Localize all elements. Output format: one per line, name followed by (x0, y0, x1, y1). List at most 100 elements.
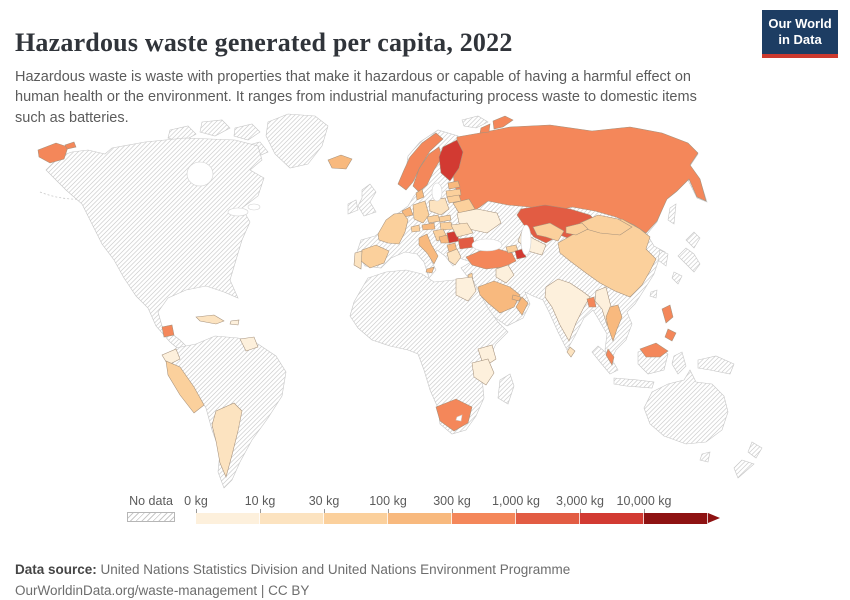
legend-tick-label: 1,000 kg (492, 494, 540, 508)
country-philippines[interactable] (664, 328, 677, 342)
country-uae[interactable] (511, 294, 522, 302)
region-madagascar[interactable] (497, 373, 515, 405)
country-belarus[interactable] (452, 198, 476, 214)
country-denmark[interactable] (415, 188, 425, 201)
no-data-swatch (127, 512, 175, 522)
country-malaysia[interactable] (605, 348, 615, 366)
legend-arrow (708, 513, 720, 523)
map-legend: No data 0 kg 10 kg 30 kg 100 kg 300 kg 1,000 … (127, 494, 747, 530)
region-tasmania[interactable] (699, 451, 711, 463)
country-saudi-arabia[interactable] (477, 280, 521, 314)
region-svalbard[interactable] (461, 115, 489, 129)
country-iraq[interactable] (495, 264, 515, 284)
country-romania[interactable] (450, 222, 474, 238)
legend-color-bin[interactable] (644, 513, 708, 524)
page-title: Hazardous waste generated per capita, 20… (15, 28, 513, 58)
region-japan[interactable] (671, 271, 683, 285)
legend-color-bin[interactable] (388, 513, 452, 524)
legend-color-bin[interactable] (196, 513, 260, 524)
country-italy[interactable] (418, 233, 439, 265)
data-source-label: Data source: (15, 561, 97, 577)
country-slovakia[interactable] (438, 214, 452, 223)
legend-color-bin[interactable] (516, 513, 580, 524)
country-south-africa[interactable] (435, 398, 473, 432)
region-ireland[interactable] (347, 199, 359, 215)
region-japan[interactable] (677, 247, 701, 273)
owid-logo[interactable]: Our World in Data (762, 10, 838, 58)
country-tanzania[interactable] (471, 358, 495, 386)
country-estonia[interactable] (447, 180, 461, 190)
country-germany[interactable] (412, 200, 430, 224)
country-guatemala[interactable] (161, 324, 175, 338)
region-arctic-island[interactable] (199, 119, 231, 137)
country-poland[interactable] (428, 197, 450, 216)
region-arctic-island[interactable] (233, 123, 261, 141)
country-india[interactable] (544, 278, 591, 342)
country-finland[interactable] (438, 139, 464, 182)
region-sulawesi[interactable] (671, 351, 687, 375)
country-russia-novaya-zemlya[interactable] (492, 115, 514, 130)
region-sakhalin[interactable] (667, 203, 677, 225)
region-new-guinea[interactable] (697, 355, 735, 375)
country-malaysia-borneo[interactable] (639, 342, 669, 358)
legend-tick (388, 509, 389, 513)
country-greece[interactable] (446, 248, 462, 266)
great-lakes (227, 207, 249, 217)
country-peru[interactable] (165, 360, 205, 414)
country-norway[interactable] (397, 132, 444, 191)
region-korea[interactable] (657, 249, 669, 267)
country-oman[interactable] (515, 296, 529, 316)
country-philippines[interactable] (661, 304, 674, 324)
data-source-text: United Nations Statistics Division and U… (96, 561, 571, 577)
country-switzerland[interactable] (410, 224, 421, 233)
country-france[interactable] (377, 212, 409, 245)
country-uzbekistan[interactable] (532, 222, 565, 242)
legend-tick-label: 100 kg (369, 494, 407, 508)
region-united-kingdom[interactable] (357, 183, 377, 217)
legend-color-bin[interactable] (260, 513, 324, 524)
country-cuba[interactable] (195, 314, 225, 325)
citation-line[interactable]: OurWorldinData.org/waste-management | CC… (15, 583, 309, 598)
country-sri-lanka[interactable] (566, 346, 576, 358)
region-java[interactable] (613, 377, 655, 389)
country-egypt[interactable] (455, 276, 477, 302)
legend-tick (452, 509, 453, 513)
legend-tick-label: 0 kg (184, 494, 208, 508)
world-choropleth-map (37, 113, 763, 489)
country-iceland[interactable] (327, 154, 353, 170)
country-austria[interactable] (421, 222, 436, 231)
legend-tick (324, 509, 325, 513)
country-thailand[interactable] (605, 304, 623, 342)
no-data-label: No data (129, 494, 173, 508)
black-sea (471, 238, 503, 252)
country-bangladesh[interactable] (586, 296, 597, 308)
country-russia-chukotka[interactable] (37, 142, 69, 164)
legend-color-bin[interactable] (452, 513, 516, 524)
baltic-sea (431, 182, 443, 202)
region-japan[interactable] (685, 231, 701, 249)
region-taiwan[interactable] (649, 289, 658, 299)
region-greenland[interactable] (265, 113, 329, 169)
region-africa[interactable] (349, 269, 509, 435)
country-italy-sicily[interactable] (425, 266, 435, 274)
region-new-zealand[interactable] (733, 459, 755, 479)
country-latvia[interactable] (445, 188, 462, 198)
country-dominican-republic[interactable] (229, 319, 240, 326)
legend-color-bin[interactable] (324, 513, 388, 524)
country-argentina[interactable] (211, 402, 243, 478)
country-russia-chukotka[interactable] (64, 141, 77, 150)
seas-and-lakes (186, 161, 532, 422)
region-australia[interactable] (643, 369, 729, 445)
region-new-zealand[interactable] (747, 441, 763, 459)
country-russia-novaya-zemlya[interactable] (479, 123, 491, 134)
country-kyrgyzstan[interactable] (565, 222, 589, 236)
legend-no-data[interactable]: No data (127, 494, 175, 522)
country-portugal[interactable] (353, 250, 363, 270)
region-north-america[interactable] (45, 137, 265, 353)
lesotho-hole (455, 414, 463, 422)
great-lakes (247, 203, 261, 211)
legend-color-bin[interactable] (580, 513, 644, 524)
country-hungary[interactable] (439, 221, 454, 231)
country-guyana[interactable] (239, 336, 259, 352)
country-mongolia[interactable] (579, 214, 633, 236)
